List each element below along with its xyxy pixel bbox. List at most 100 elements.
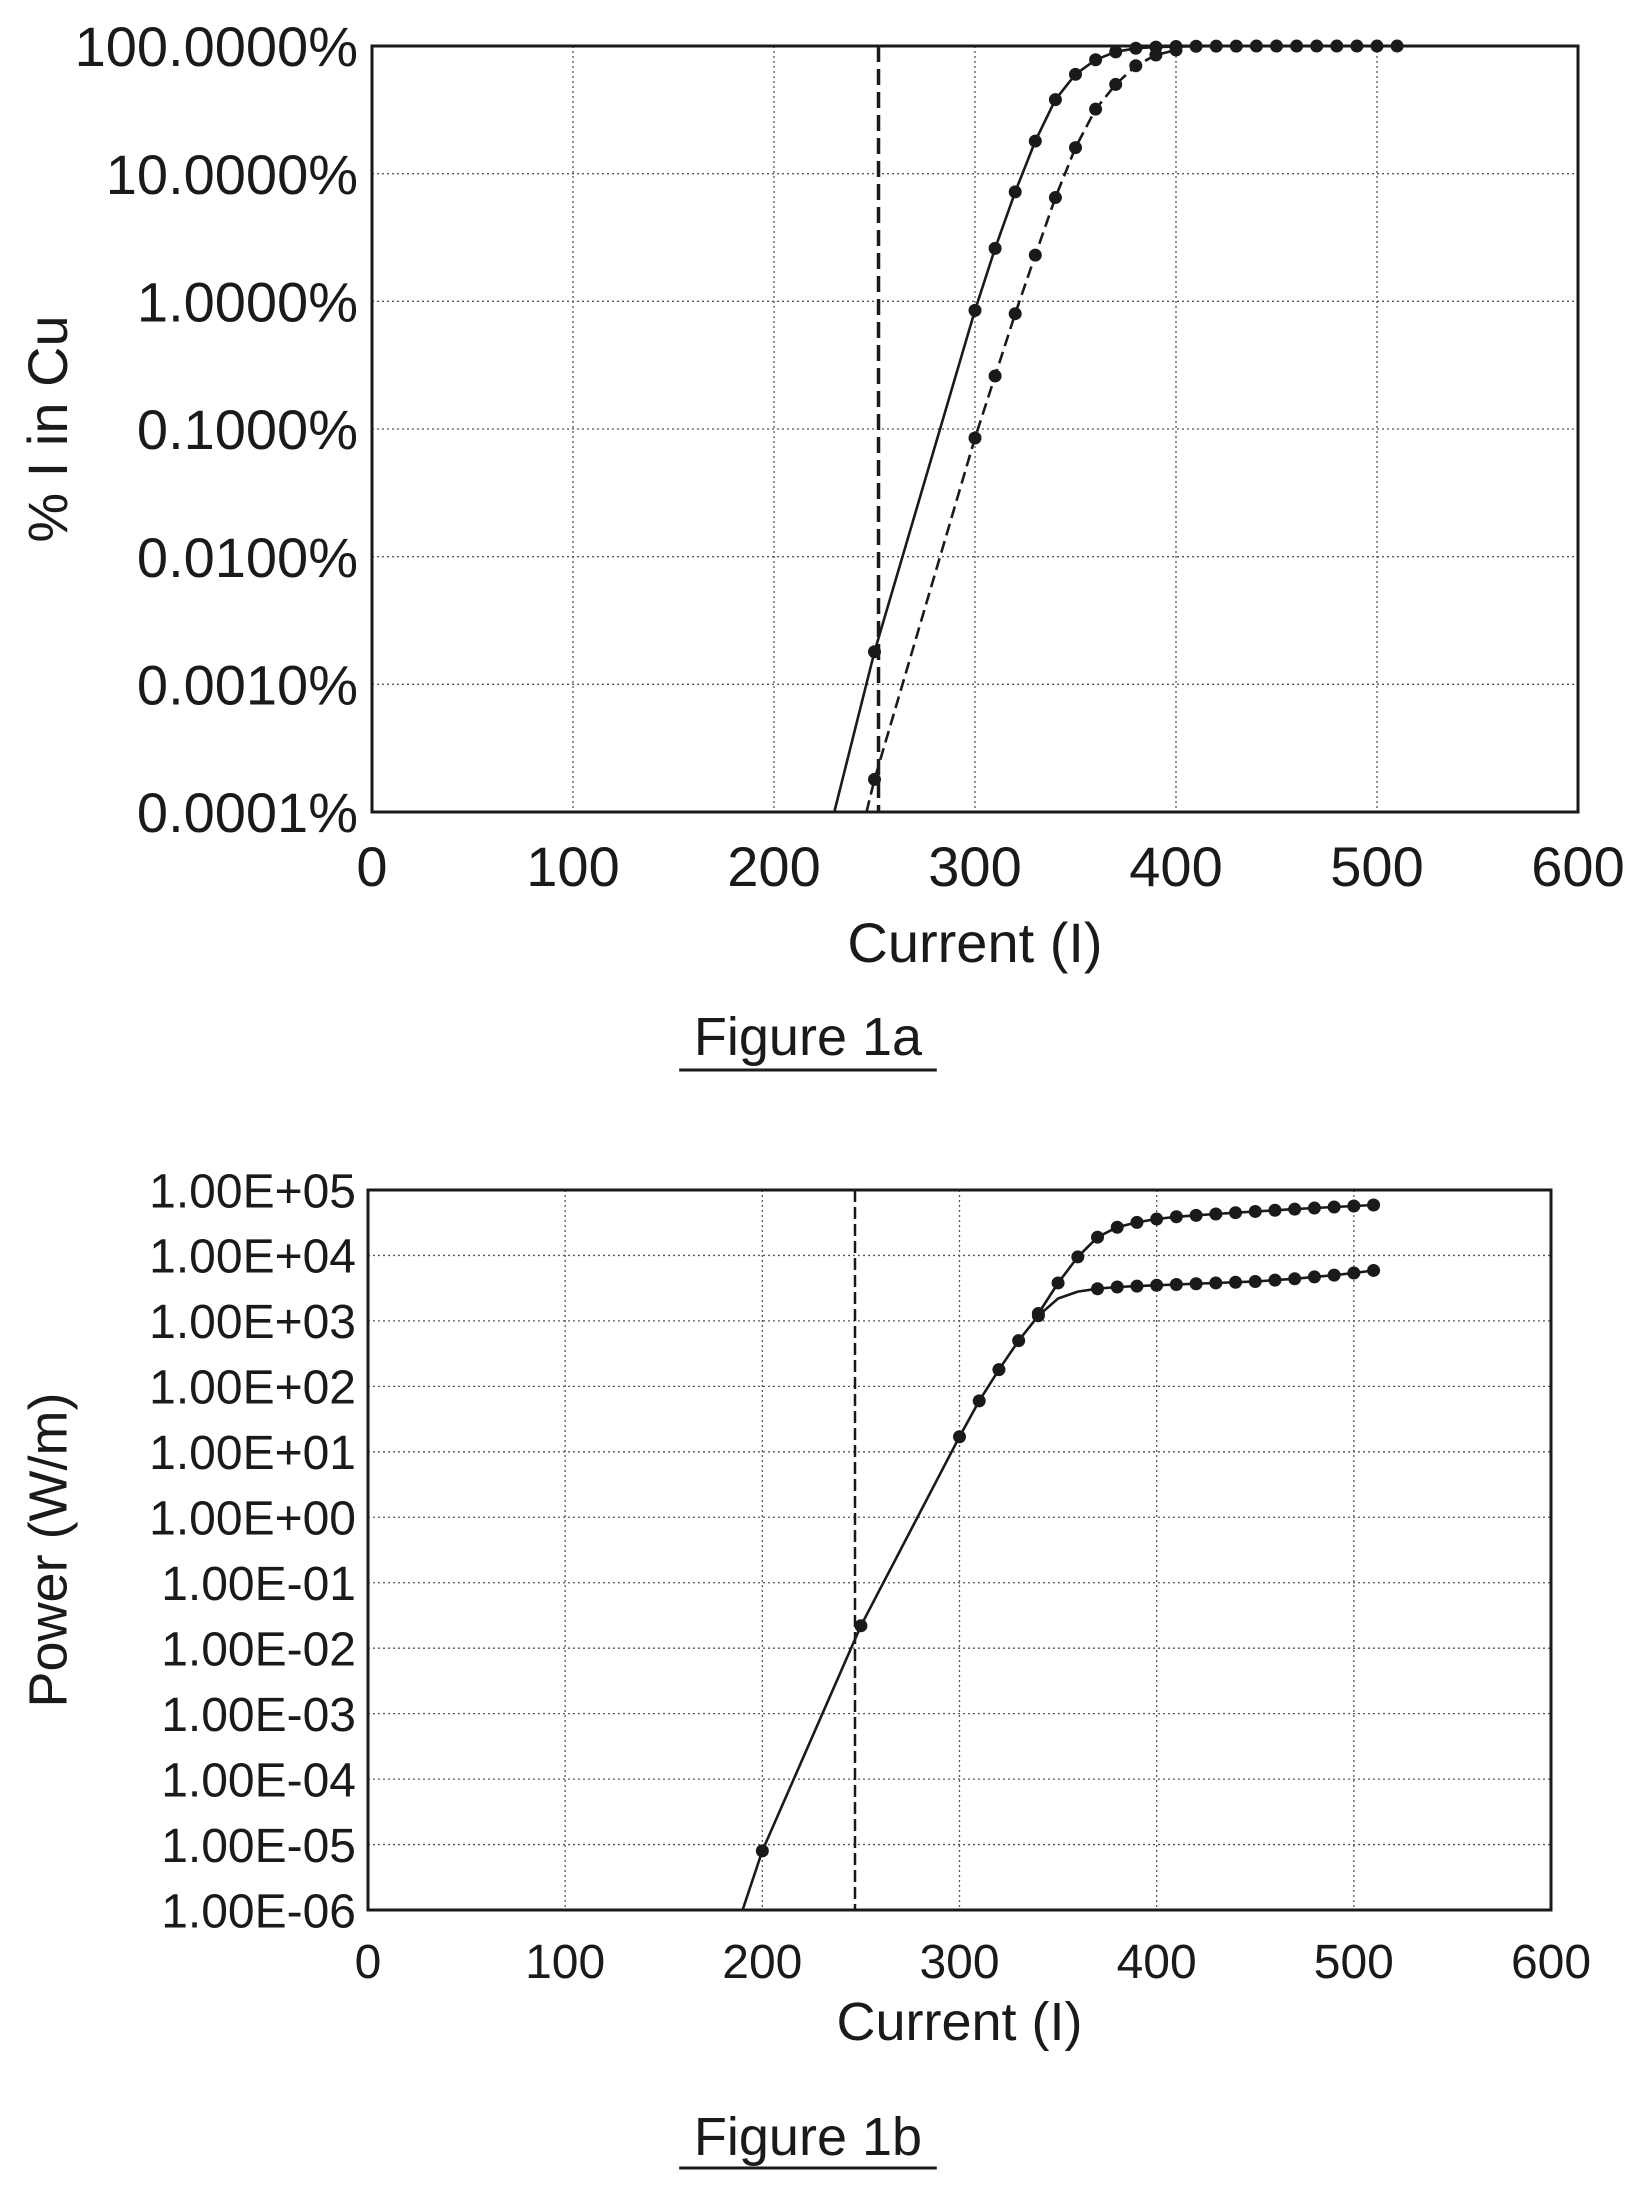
x-tick-label: 400 bbox=[1129, 835, 1222, 898]
series-2-point bbox=[1209, 1207, 1223, 1221]
series-1-point bbox=[1310, 39, 1324, 53]
series-1-point bbox=[1109, 45, 1123, 59]
series-1-point bbox=[1229, 39, 1243, 53]
series-1-point bbox=[1249, 39, 1263, 53]
y-tick-label: 1.00E+01 bbox=[149, 1427, 356, 1480]
plot-content bbox=[741, 1190, 1381, 1910]
series-1-point bbox=[1270, 39, 1283, 53]
y-axis-label: % I in Cu bbox=[16, 315, 79, 542]
series-2-point bbox=[1327, 1200, 1341, 1214]
y-tick-label: 1.00E-06 bbox=[161, 1885, 356, 1938]
y-tick-label: 100.0000% bbox=[75, 15, 358, 78]
y-tick-label: 0.0001% bbox=[137, 781, 358, 844]
plot-frame bbox=[366, 1188, 1553, 1912]
series-2-point bbox=[988, 369, 1002, 383]
series-2-point bbox=[1229, 1206, 1243, 1220]
series-2-point bbox=[1051, 1276, 1065, 1290]
series-1-point bbox=[1268, 1273, 1282, 1287]
series-2-point bbox=[1189, 1208, 1203, 1222]
y-tick-label: 1.00E+04 bbox=[149, 1231, 356, 1284]
series-2-point bbox=[1048, 191, 1062, 205]
series-2-point bbox=[1091, 1230, 1105, 1244]
series-1-point bbox=[1150, 1278, 1164, 1292]
y-tick-label: 0.1000% bbox=[137, 398, 358, 461]
y-tick-label: 1.00E+05 bbox=[149, 1165, 356, 1218]
series-1-point bbox=[968, 303, 982, 317]
series-1-point bbox=[972, 1394, 986, 1408]
series-1-point bbox=[1110, 1280, 1124, 1294]
x-tick-label: 200 bbox=[722, 1936, 802, 1989]
series-2-point bbox=[1149, 48, 1163, 62]
y-tick-label: 1.00E+00 bbox=[149, 1493, 356, 1546]
series-1-point bbox=[1229, 1275, 1243, 1289]
y-tick-label: 1.00E+03 bbox=[149, 1296, 356, 1349]
series-2-point bbox=[1248, 1204, 1262, 1218]
x-tick-label: 0 bbox=[355, 1936, 382, 1989]
figure-caption: Figure 1b bbox=[694, 2107, 922, 2167]
y-tick-label: 1.0000% bbox=[137, 270, 358, 333]
y-tick-label: 1.00E-01 bbox=[161, 1558, 356, 1611]
series-1-point bbox=[1367, 1263, 1381, 1277]
series-2-point bbox=[1028, 248, 1042, 262]
y-tick-label: 0.0010% bbox=[137, 653, 358, 716]
series-2-point bbox=[1008, 307, 1022, 321]
series-1-point bbox=[1069, 67, 1082, 81]
series-1-point bbox=[1248, 1275, 1262, 1289]
series-2-point bbox=[1307, 1201, 1321, 1215]
series-2-point bbox=[1367, 1198, 1381, 1212]
series-1-point bbox=[1048, 93, 1062, 107]
series-1-point bbox=[1012, 1334, 1026, 1348]
y-tick-label: 1.00E-04 bbox=[161, 1754, 356, 1807]
x-tick-label: 600 bbox=[1511, 1936, 1591, 1989]
plot-frame bbox=[370, 44, 1580, 814]
x-tick-label: 200 bbox=[727, 835, 820, 898]
series-1-point bbox=[988, 241, 1002, 255]
series-2-point bbox=[1109, 77, 1123, 91]
y-tick-label: 1.00E+02 bbox=[149, 1362, 356, 1415]
series-2-point bbox=[968, 431, 982, 445]
plot-content bbox=[833, 39, 1404, 812]
series-1-point bbox=[1189, 1277, 1203, 1291]
chart-1: 0 100 200 300 400 500 600 0.0001% 0.0010% 0.0100%… bbox=[16, 15, 1625, 1072]
series-1-point bbox=[1089, 53, 1103, 67]
series-1-point bbox=[1129, 41, 1143, 55]
x-tick-label: 0 bbox=[356, 835, 387, 898]
series-1-point bbox=[1209, 1276, 1223, 1290]
series-1-point bbox=[1350, 39, 1364, 53]
series-1-point bbox=[1370, 39, 1384, 53]
series-1-point bbox=[1390, 39, 1404, 53]
y-tick-label: 10.0000% bbox=[106, 143, 358, 206]
series-1-point bbox=[1130, 1279, 1144, 1293]
x-axis-label: Current (I) bbox=[847, 911, 1102, 974]
series-2-point bbox=[868, 772, 881, 786]
series-2-point bbox=[1130, 1215, 1144, 1229]
x-tick-label: 500 bbox=[1330, 835, 1423, 898]
series-2-point bbox=[1071, 1250, 1085, 1264]
y-tick-label: 0.0100% bbox=[137, 526, 358, 589]
chart-2: 0 100 200 300 400 500 600 1.00E-06 1.00E-05 1.00E… bbox=[18, 1165, 1591, 2170]
series-1-point bbox=[854, 1619, 868, 1633]
series-2-point bbox=[1288, 1202, 1302, 1216]
series-2-point bbox=[1347, 1199, 1361, 1213]
series-2-point bbox=[1069, 141, 1082, 155]
series-1-point bbox=[1189, 39, 1203, 53]
series-1-point bbox=[1288, 1272, 1302, 1286]
series-1-point bbox=[992, 1363, 1006, 1377]
series-2-point bbox=[1169, 1210, 1183, 1224]
series-1-point bbox=[1091, 1282, 1105, 1296]
series-2-point bbox=[1268, 1203, 1282, 1217]
series-1-point bbox=[1290, 39, 1304, 53]
y-tick-label: 1.00E-05 bbox=[161, 1820, 356, 1873]
series-1-point bbox=[953, 1430, 966, 1444]
series-1-point bbox=[755, 1844, 769, 1858]
series-2-point bbox=[1110, 1220, 1124, 1234]
x-tick-label: 600 bbox=[1531, 835, 1624, 898]
y-tick-label: 1.00E-02 bbox=[161, 1623, 356, 1676]
series-2-point bbox=[1150, 1212, 1164, 1226]
series-2-point bbox=[1031, 1306, 1045, 1320]
figure-caption: Figure 1a bbox=[694, 1007, 923, 1067]
series-1-point bbox=[868, 645, 881, 659]
series-2-point bbox=[1089, 102, 1103, 116]
series-1-point bbox=[1028, 134, 1042, 148]
